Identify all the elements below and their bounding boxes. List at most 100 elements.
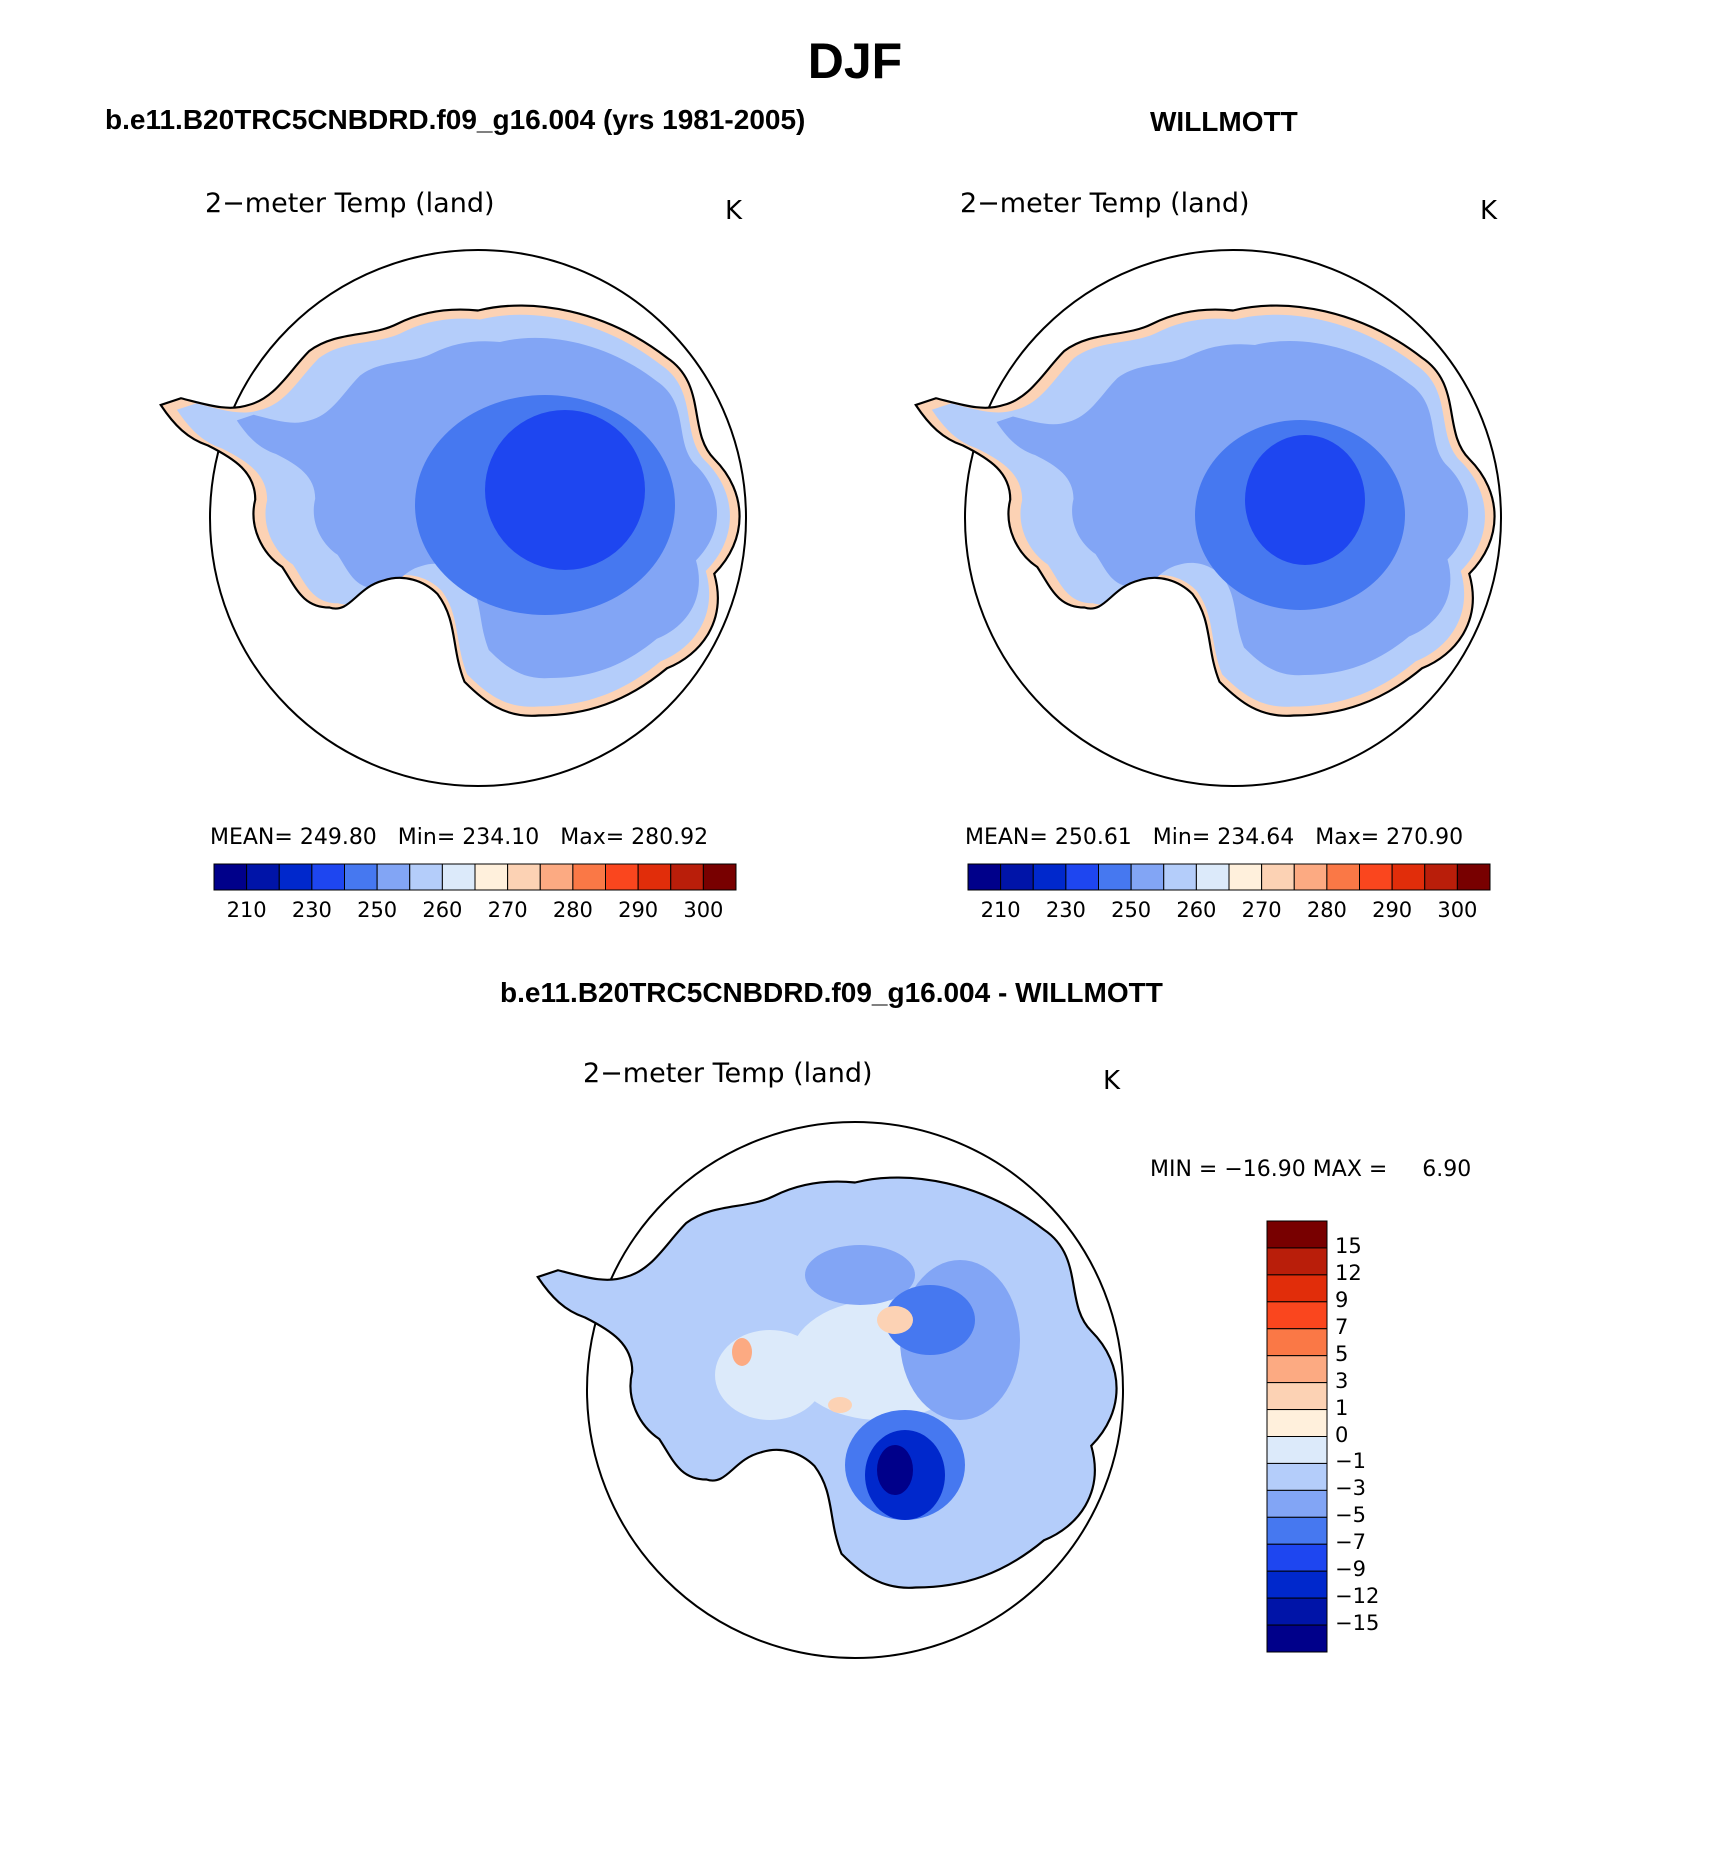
diff-light-patch-west <box>715 1330 825 1420</box>
diff-colorbar-tick-label: 1 <box>1335 1395 1349 1420</box>
panel-1-core-fill <box>485 410 645 570</box>
panel-1-variable-title: 2−meter Temp (land) <box>205 188 495 219</box>
panel-2-colorbar-tick-label: 300 <box>1437 898 1478 922</box>
panel-2-max-value: 270.90 <box>1386 825 1464 850</box>
panel-1-colorbar-swatch <box>605 863 639 891</box>
diff-colorbar-tick-label: 3 <box>1335 1368 1349 1393</box>
diff-colorbar-tick-label: −7 <box>1335 1530 1366 1555</box>
panel-2-colorbar-tick-label: 260 <box>1176 898 1217 922</box>
diff-colorbar-tick-label: 5 <box>1335 1341 1349 1366</box>
diff-colorbar-swatch <box>1266 1274 1328 1303</box>
panel-2-colorbar-swatch <box>1261 863 1295 891</box>
diff-panel-units: K <box>1103 1066 1121 1096</box>
panel-2-colorbar-tick-label: 250 <box>1111 898 1152 922</box>
panel-1-colorbar <box>213 863 737 891</box>
diff-warm-patch-center <box>828 1397 852 1413</box>
diff-colorbar-tick-label: 0 <box>1335 1422 1349 1447</box>
panel-2-colorbar-swatch <box>1098 863 1132 891</box>
diff-colorbar-swatch <box>1266 1436 1328 1464</box>
panel-2-colorbar-swatch <box>967 863 1002 891</box>
diff-colorbar-tick-label: −1 <box>1335 1449 1366 1474</box>
diff-panel-variable-title: 2−meter Temp (land) <box>583 1058 873 1089</box>
diff-warm-patch <box>877 1306 913 1334</box>
panel-2-colorbar-swatch <box>1065 863 1099 891</box>
diff-colorbar-tick-label: −9 <box>1335 1557 1366 1582</box>
diff-colorbar-swatch <box>1266 1220 1328 1249</box>
panel-2-colorbar-tick-label: 280 <box>1306 898 1347 922</box>
diff-mid-patch-north <box>805 1245 915 1305</box>
panel-2-stats: MEAN= 250.61 Min= 234.64 Max= 270.90 <box>965 825 1463 850</box>
panel-1-units: K <box>725 196 743 226</box>
diff-colorbar-tick-label: −3 <box>1335 1476 1366 1501</box>
panel-2-min-value: 234.64 <box>1217 825 1295 850</box>
panel-1-colorbar-swatch <box>311 863 345 891</box>
diff-colorbar-swatch <box>1266 1516 1328 1545</box>
diff-colorbar-tick-label: −5 <box>1335 1503 1366 1528</box>
panel-2-colorbar-swatch <box>1163 863 1197 891</box>
diff-panel-header: b.e11.B20TRC5CNBDRD.f09_g16.004 - WILLMO… <box>500 977 1163 1008</box>
diff-colorbar-tick-label: −15 <box>1335 1611 1380 1636</box>
panel-2-colorbar-swatch <box>1130 863 1165 891</box>
diff-colorbar-swatch <box>1266 1355 1328 1384</box>
panel-1-mean-label: MEAN= <box>210 825 293 850</box>
panel-2-mean-label: MEAN= <box>965 825 1048 850</box>
panel-1-min-value: 234.10 <box>462 825 540 850</box>
panel-2-colorbar-tick-label: 210 <box>980 898 1021 922</box>
panel-1-colorbar-tick-label: 270 <box>487 898 528 922</box>
panel-2-colorbar-swatch <box>1032 863 1067 891</box>
panel-2-map <box>914 249 1502 787</box>
diff-max-label: MAX = <box>1312 1157 1388 1182</box>
panel-1-colorbar-tick-label: 210 <box>226 898 267 922</box>
panel-1-max-label: Max= <box>560 825 625 850</box>
panel-2-colorbar <box>967 863 1491 891</box>
diff-colorbar-tick-label: 15 <box>1335 1233 1362 1258</box>
diff-colorbar-tick-label: 9 <box>1335 1287 1349 1312</box>
panel-2-colorbar-tick-label: 290 <box>1372 898 1413 922</box>
diff-blue-patch <box>885 1285 975 1355</box>
panel-2-colorbar-swatch <box>1391 863 1426 891</box>
figure-title: DJF <box>807 33 903 89</box>
panel-1-colorbar-swatch <box>702 863 737 891</box>
panel-1-colorbar-tick-label: 280 <box>552 898 593 922</box>
diff-colorbar-swatch <box>1266 1409 1328 1437</box>
diff-colorbar-swatch <box>1266 1489 1328 1518</box>
panel-2-core-fill <box>1245 435 1365 565</box>
panel-2-header: WILLMOTT <box>1150 106 1298 137</box>
diff-colorbar-swatch <box>1266 1328 1328 1357</box>
panel-2-colorbar-swatch <box>1228 863 1263 891</box>
panel-1-colorbar-tick-label: 260 <box>422 898 463 922</box>
diff-panel-map <box>536 1121 1124 1659</box>
panel-2-colorbar-swatch <box>1293 863 1328 891</box>
diff-colorbar-swatch <box>1266 1382 1328 1411</box>
panel-1-colorbar-swatch <box>376 863 411 891</box>
panel-1-colorbar-tick-label: 250 <box>357 898 398 922</box>
diff-colorbar-tick-label: 7 <box>1335 1314 1349 1339</box>
diff-colorbar-swatch <box>1266 1543 1328 1572</box>
panel-1-map <box>159 249 747 787</box>
panel-1-colorbar-swatch <box>246 863 280 891</box>
panel-1-colorbar-swatch <box>572 863 606 891</box>
panel-2-colorbar-tick-label: 230 <box>1045 898 1086 922</box>
diff-colorbar-swatch <box>1266 1247 1328 1276</box>
diff-min-value: −16.90 <box>1224 1157 1306 1182</box>
panel-2-colorbar-swatch <box>1195 863 1230 891</box>
diff-panel-stats: MIN = −16.90 MAX = 6.90 <box>1150 1157 1471 1182</box>
diff-colorbar-swatch <box>1266 1597 1328 1626</box>
panel-1-colorbar-swatch <box>539 863 574 891</box>
panel-1-colorbar-swatch <box>637 863 672 891</box>
panel-1-colorbar-swatch <box>409 863 443 891</box>
panel-2-max-label: Max= <box>1315 825 1380 850</box>
diff-max-value: 6.90 <box>1422 1157 1472 1182</box>
diff-warm-patch-west <box>732 1338 752 1366</box>
panel-1-max-value: 280.92 <box>631 825 709 850</box>
panel-1-colorbar-swatch <box>213 863 248 891</box>
diff-colorbar-swatch <box>1266 1624 1328 1653</box>
panel-1-min-label: Min= <box>397 825 456 850</box>
panel-2-colorbar-swatch <box>1326 863 1360 891</box>
panel-2-colorbar-tick-label: 270 <box>1241 898 1282 922</box>
panel-1-stats: MEAN= 249.80 Min= 234.10 Max= 280.92 <box>210 825 708 850</box>
panel-1-colorbar-swatch <box>670 863 704 891</box>
panel-1-colorbar-tick-label: 290 <box>618 898 659 922</box>
panel-2-colorbar-swatch <box>1424 863 1458 891</box>
panel-2-units: K <box>1480 196 1498 226</box>
